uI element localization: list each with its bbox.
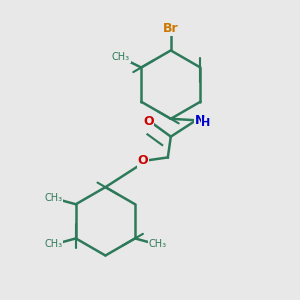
- Text: CH₃: CH₃: [44, 193, 63, 203]
- Text: H: H: [201, 118, 211, 128]
- Text: N: N: [194, 114, 205, 127]
- Text: O: O: [143, 115, 154, 128]
- Text: O: O: [138, 154, 148, 167]
- Text: Br: Br: [163, 22, 178, 35]
- Text: CH₃: CH₃: [112, 52, 130, 62]
- Text: CH₃: CH₃: [44, 239, 63, 249]
- Text: CH₃: CH₃: [148, 239, 166, 249]
